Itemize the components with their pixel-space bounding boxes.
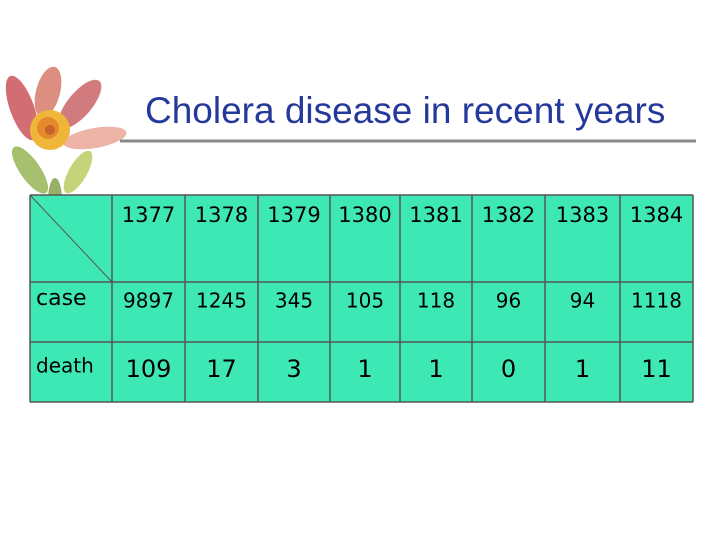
column-header: 1381 bbox=[409, 203, 462, 227]
table-cell: 11 bbox=[641, 355, 672, 383]
table-background bbox=[30, 195, 693, 402]
row-label: death bbox=[36, 354, 94, 378]
data-table: 1377 1378 1379 1380 1381 1382 1383 1384 case 9897… bbox=[29, 194, 694, 403]
table-cell: 345 bbox=[275, 289, 313, 313]
slide-title: Cholera disease in recent years bbox=[145, 90, 665, 131]
table-cell: 9897 bbox=[123, 289, 174, 313]
table-cell: 1 bbox=[428, 355, 443, 383]
table-cell: 109 bbox=[126, 355, 172, 383]
table-cell: 118 bbox=[417, 289, 455, 313]
column-header: 1380 bbox=[338, 203, 391, 227]
table-cell: 0 bbox=[501, 355, 516, 383]
flower-decoration bbox=[5, 66, 127, 222]
table-cell: 94 bbox=[570, 289, 595, 313]
table-cell: 3 bbox=[286, 355, 301, 383]
header-diagonal bbox=[29, 194, 113, 283]
column-header: 1384 bbox=[630, 203, 683, 227]
table-cell: 17 bbox=[206, 355, 237, 383]
table-cell: 96 bbox=[496, 289, 521, 313]
table-cell: 1 bbox=[357, 355, 372, 383]
column-header: 1378 bbox=[195, 203, 248, 227]
table-cell: 1245 bbox=[196, 289, 247, 313]
row-label: case bbox=[36, 286, 87, 311]
column-header: 1383 bbox=[556, 203, 609, 227]
column-header: 1382 bbox=[482, 203, 535, 227]
table-cell: 105 bbox=[346, 289, 384, 313]
table-cell: 1118 bbox=[631, 289, 682, 313]
table-cell: 1 bbox=[575, 355, 590, 383]
column-header: 1379 bbox=[267, 203, 320, 227]
column-header: 1377 bbox=[122, 203, 175, 227]
